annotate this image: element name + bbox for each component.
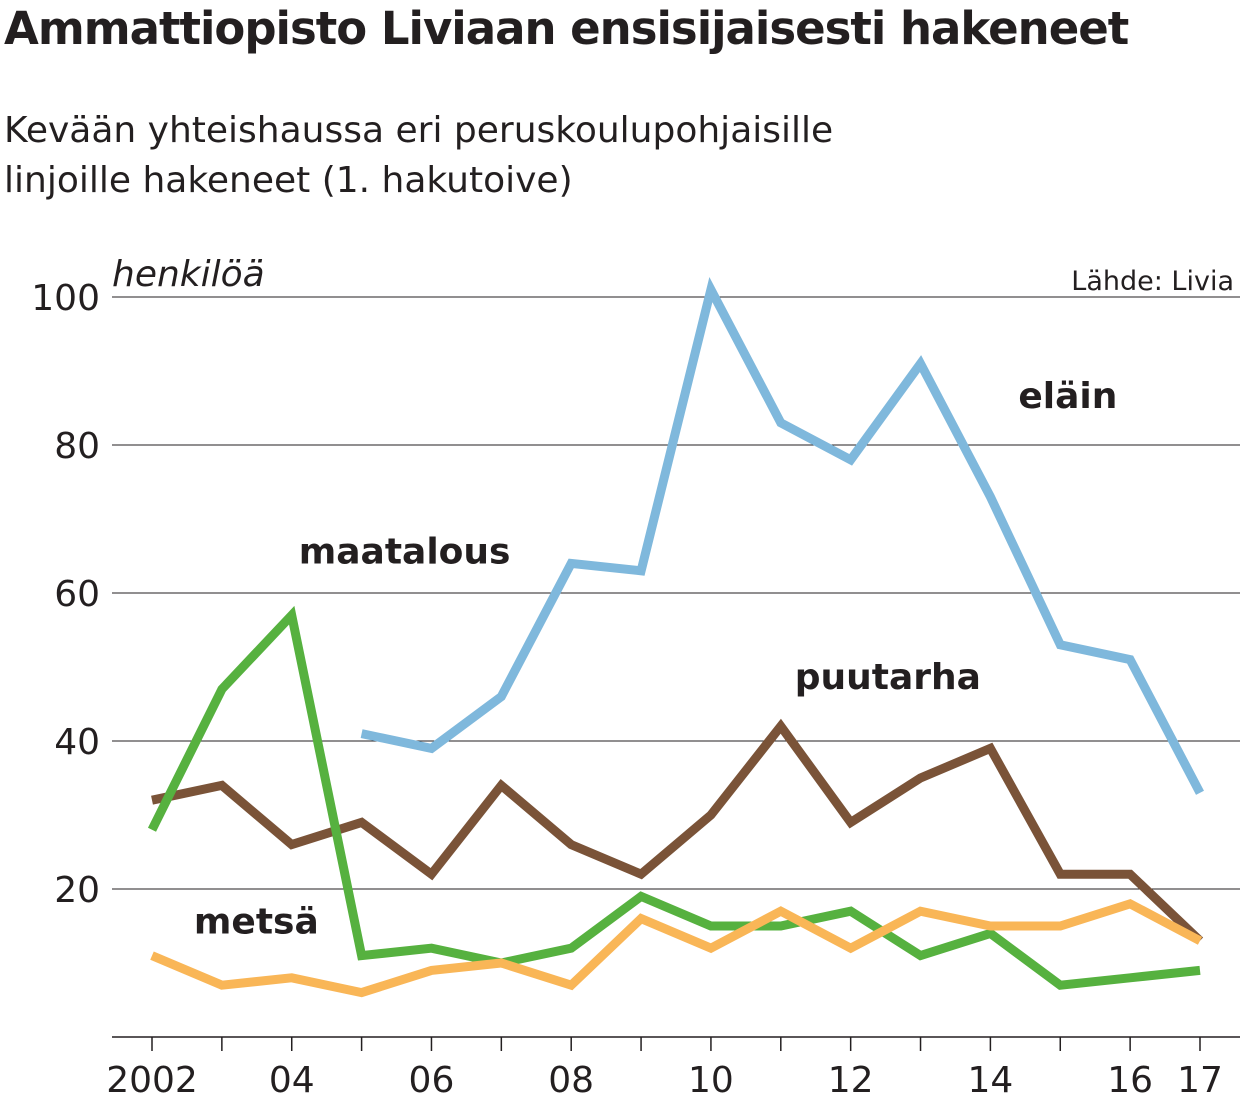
chart-subtitle: Kevään yhteishaussa eri peruskoulupohjai…: [4, 106, 833, 206]
series-label: puutarha: [795, 657, 981, 698]
y-axis-label: henkilöä: [112, 254, 265, 295]
x-tick-label: 04: [269, 1060, 315, 1097]
x-tick-label: 16: [1107, 1060, 1153, 1097]
x-tick-label: 14: [967, 1060, 1013, 1097]
series-line-eläin: [360, 277, 1204, 795]
chart-title: Ammattiopisto Liviaan ensisijaisesti hak…: [4, 2, 1129, 55]
y-tick-label: 100: [31, 278, 100, 319]
x-tick-label: 17: [1177, 1060, 1223, 1097]
y-tick-label: 20: [54, 870, 100, 911]
series-line-puutarha: [151, 718, 1204, 945]
source-label: Lähde: Livia: [1071, 266, 1234, 297]
x-tick-label: 12: [828, 1060, 874, 1097]
x-tick-label: 06: [409, 1060, 455, 1097]
x-tick-label: 10: [688, 1060, 734, 1097]
series-label: metsä: [194, 901, 319, 942]
x-tick-label: 08: [548, 1060, 594, 1097]
y-tick-label: 40: [54, 722, 100, 763]
series-line-maatalous: [147, 605, 1201, 990]
y-tick-label: 80: [54, 426, 100, 467]
subtitle-line-1: Kevään yhteishaussa eri peruskoulupohjai…: [4, 110, 834, 151]
series-label: eläin: [1018, 376, 1117, 417]
x-tick-label: 2002: [106, 1060, 198, 1097]
y-tick-label: 60: [54, 574, 100, 615]
subtitle-line-2: linjoille hakeneet (1. hakutoive): [4, 160, 573, 201]
series-label: maatalous: [299, 531, 511, 572]
series-line-metsä: [150, 898, 1203, 998]
